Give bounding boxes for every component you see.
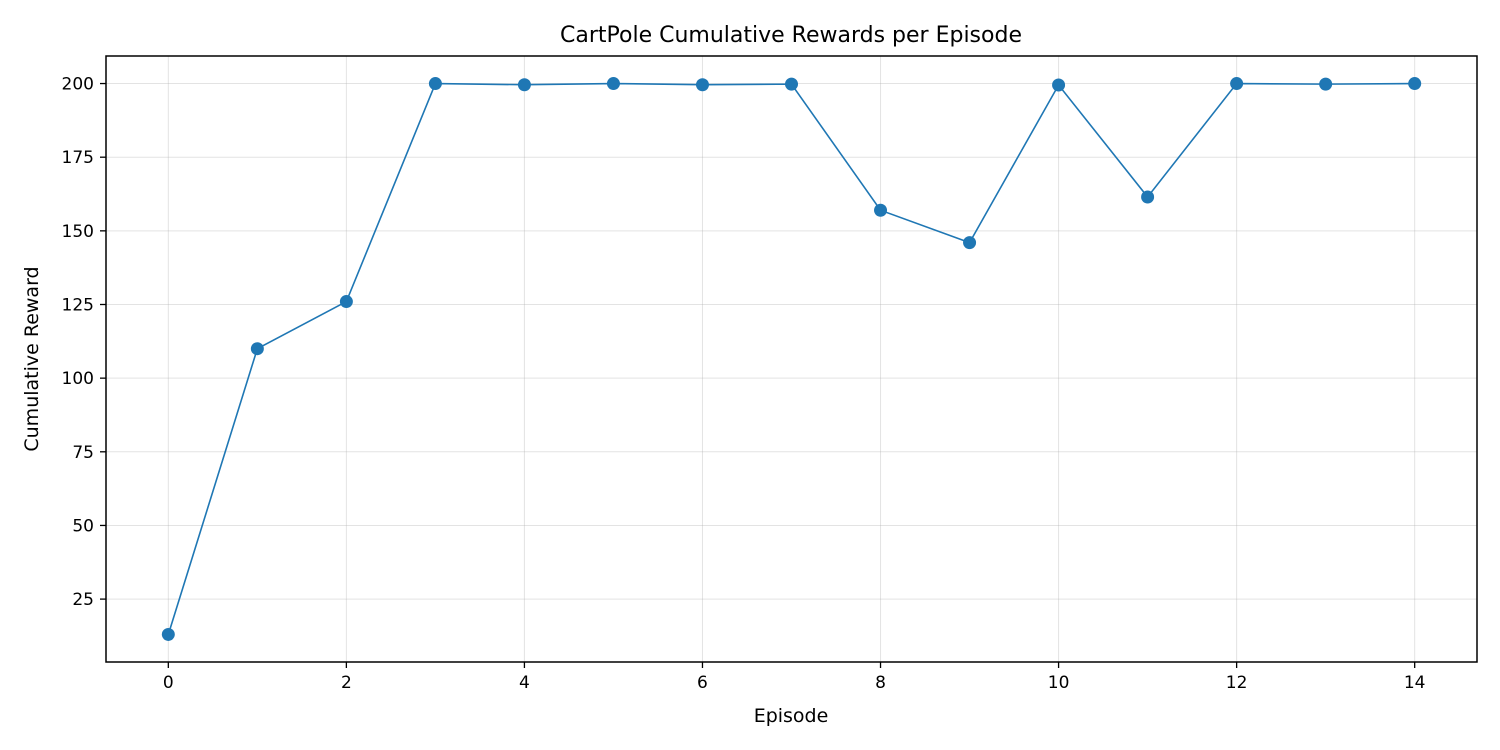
x-axis-label: Episode <box>754 705 829 727</box>
y-tick-label: 175 <box>62 148 94 168</box>
data-point <box>963 236 977 250</box>
data-point <box>695 78 709 92</box>
plot-frame <box>105 55 1478 663</box>
x-tick-label: 10 <box>1048 673 1070 693</box>
y-tick-label: 100 <box>62 369 94 389</box>
y-tick-label: 150 <box>62 222 94 242</box>
y-tick-label: 50 <box>72 516 94 536</box>
x-tick-label: 8 <box>875 673 886 693</box>
data-point <box>517 78 531 92</box>
data-point <box>874 203 888 217</box>
x-tick-label: 2 <box>341 673 352 693</box>
data-point <box>1319 77 1333 91</box>
x-tick-label: 14 <box>1404 673 1426 693</box>
data-point <box>1141 190 1155 204</box>
x-tick-label: 6 <box>697 673 708 693</box>
data-point <box>1052 78 1066 92</box>
x-tick-label: 0 <box>163 673 174 693</box>
data-point <box>339 295 353 309</box>
y-tick-label: 25 <box>72 590 94 610</box>
y-tick-label: 75 <box>72 443 94 463</box>
axis-ticks: 0 2 4 6 8 10 12 14 25 50 75 100 125 150 175 200 <box>62 75 1426 693</box>
series-reward <box>161 77 1422 641</box>
y-tick-label: 200 <box>62 75 94 95</box>
data-point <box>1230 77 1244 91</box>
data-point <box>428 77 442 91</box>
grid-lines <box>106 56 1477 662</box>
y-tick-label: 125 <box>62 295 94 315</box>
data-point <box>606 77 620 91</box>
data-point <box>1408 77 1422 91</box>
chart-title: CartPole Cumulative Rewards per Episode <box>560 23 1022 48</box>
y-axis-label: Cumulative Reward <box>21 266 43 451</box>
data-point <box>250 342 264 356</box>
series-line <box>167 82 1415 635</box>
x-tick-label: 12 <box>1226 673 1248 693</box>
data-point <box>785 77 798 91</box>
data-point <box>161 627 175 641</box>
x-tick-label: 4 <box>519 673 530 693</box>
